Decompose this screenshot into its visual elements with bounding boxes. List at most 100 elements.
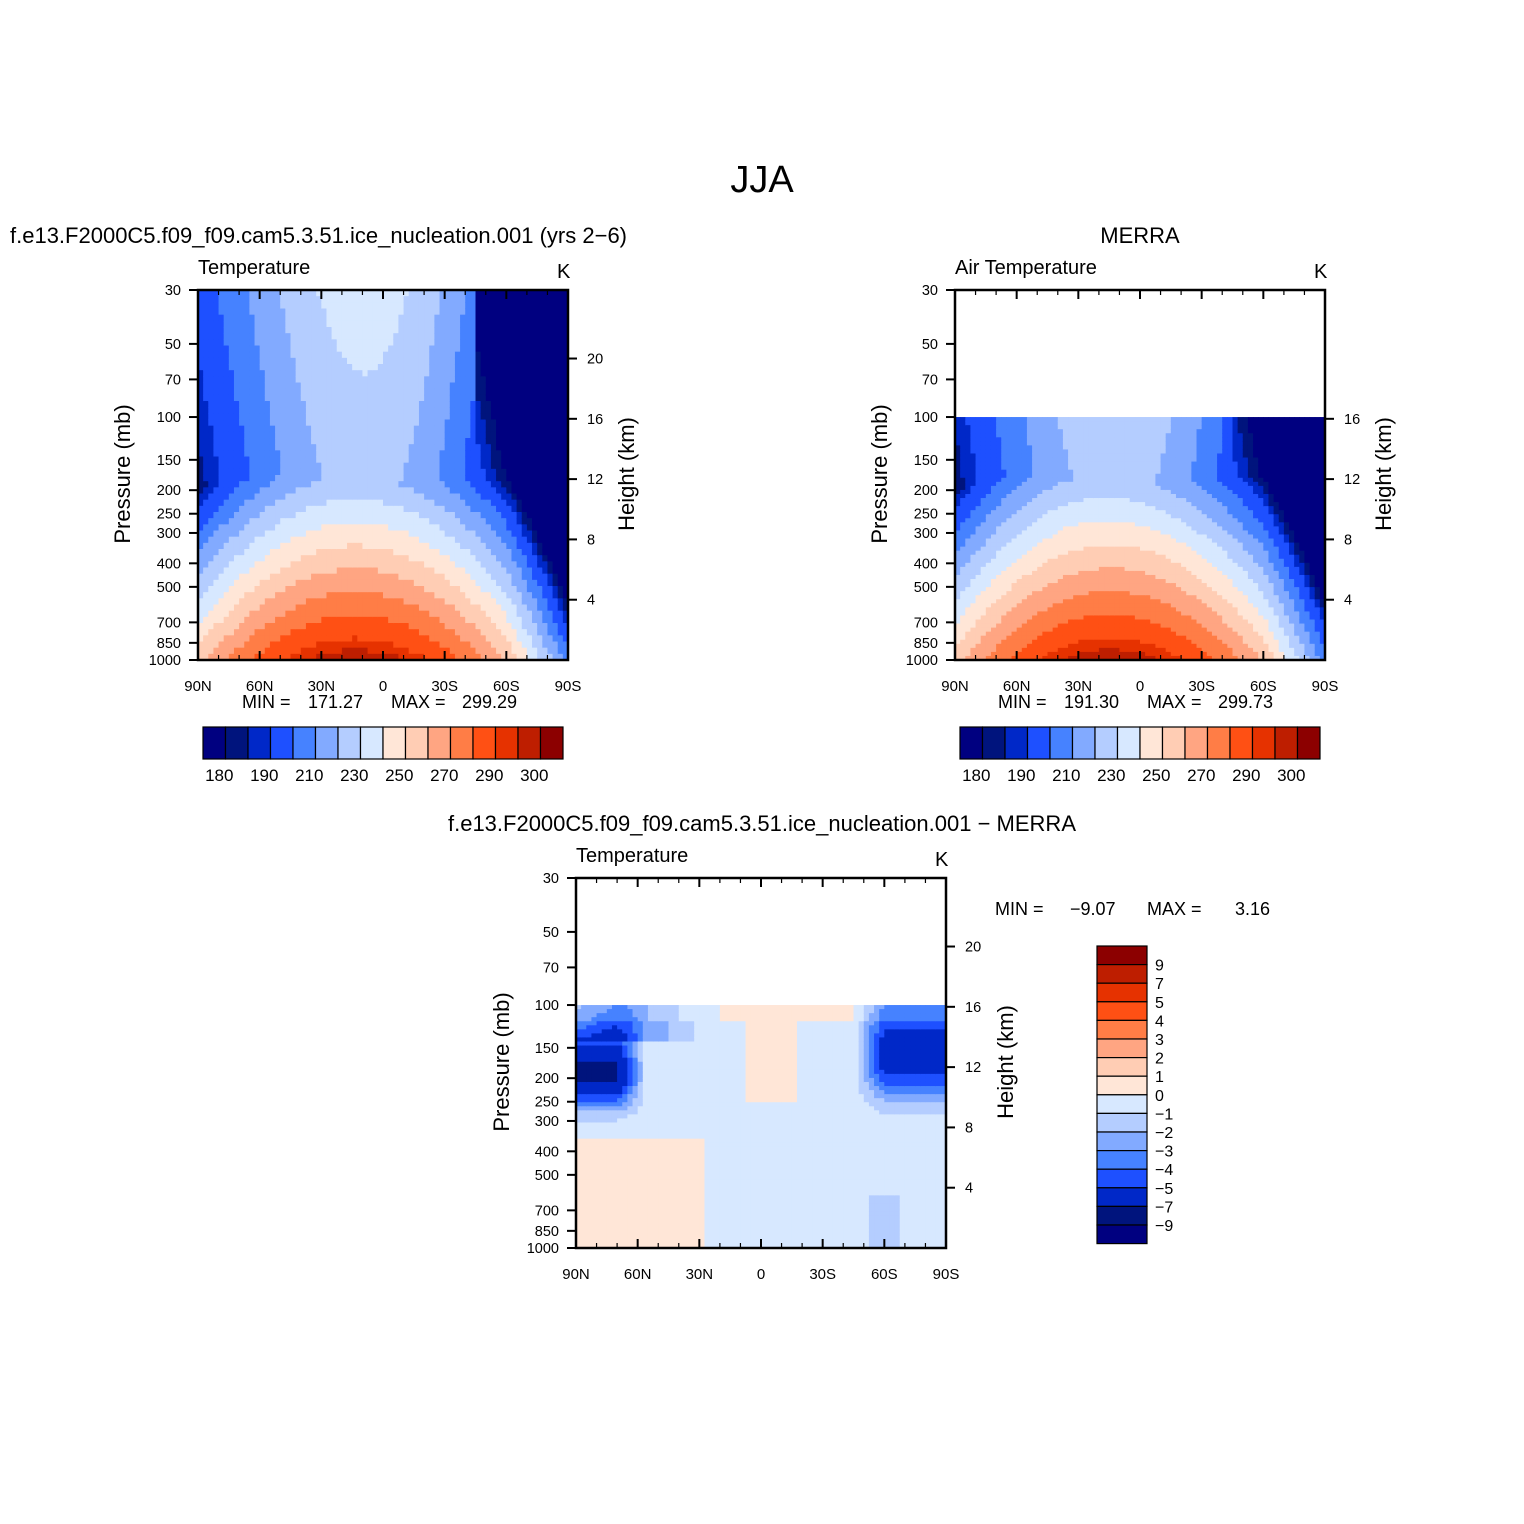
model-contour-cell <box>269 512 276 519</box>
model-contour-cell <box>496 641 502 649</box>
obs-contour-cell <box>960 647 966 653</box>
model-contour-cell <box>480 475 487 482</box>
model-contour-cell <box>290 296 297 303</box>
model-contour-cell <box>398 456 405 464</box>
model-contour-cell <box>429 345 435 353</box>
model-contour-cell <box>388 586 394 593</box>
panel-model: f.e13.F2000C5.f09_f09.cam5.3.51.ice_nucl… <box>10 223 639 785</box>
model-contour-cell <box>331 401 338 408</box>
model-contour-cell <box>424 376 430 384</box>
obs-contour-cell <box>965 607 972 613</box>
model-contour-cell <box>347 629 353 636</box>
model-contour-cell <box>526 549 533 556</box>
obs-contour-cell <box>970 623 977 629</box>
model-contour-cell <box>259 290 266 297</box>
model-contour-cell <box>362 512 369 519</box>
model-contour-cell <box>203 462 209 470</box>
model-contour-cell <box>347 364 353 371</box>
model-contour-cell <box>239 450 245 458</box>
model-contour-cell <box>326 635 333 643</box>
model-contour-cell <box>331 413 338 421</box>
model-contour-cell <box>511 296 518 303</box>
model-contour-cell <box>326 468 333 476</box>
model-contour-cell <box>331 579 338 587</box>
model-contour-cell <box>347 327 353 334</box>
model-contour-cell <box>511 530 518 538</box>
model-contour-cell <box>547 351 554 359</box>
model-contour-cell <box>542 450 549 458</box>
model-contour-cell <box>228 610 235 618</box>
model-contour-cell <box>316 296 322 303</box>
model-contour-cell <box>418 586 425 593</box>
model-contour-cell <box>208 425 215 433</box>
model-contour-cell <box>475 456 482 464</box>
model-contour-cell <box>228 462 235 470</box>
model-contour-cell <box>311 450 317 458</box>
model-contour-cell <box>532 314 538 322</box>
model-contour-cell <box>485 481 492 488</box>
model-contour-cell <box>542 339 549 347</box>
model-contour-cell <box>295 647 302 655</box>
model-contour-cell <box>336 475 343 482</box>
model-contour-cell <box>496 512 502 519</box>
model-contour-cell <box>233 610 240 618</box>
model-contour-cell <box>213 647 220 655</box>
model-contour-cell <box>295 468 302 476</box>
model-contour-cell <box>557 339 564 347</box>
model-contour-cell <box>280 444 286 451</box>
model-contour-cell <box>264 555 271 562</box>
model-contour-cell <box>393 357 400 365</box>
model-contour-cell <box>321 431 328 439</box>
model-contour-cell <box>367 345 374 353</box>
model-contour-cell <box>398 616 405 624</box>
model-contour-cell <box>542 567 549 575</box>
obs-contour-cell <box>960 493 966 499</box>
model-contour-cell <box>213 320 220 328</box>
model-contour-cell <box>388 493 394 501</box>
model-contour-cell <box>470 592 477 599</box>
model-contour-cell <box>295 290 302 297</box>
model-contour-cell <box>213 345 220 353</box>
obs-contour-cell <box>975 530 982 536</box>
obs-contour-cell <box>965 445 972 451</box>
model-contour-cell <box>269 647 276 655</box>
model-contour-cell <box>429 407 435 414</box>
model-contour-cell <box>490 512 497 519</box>
model-contour-cell <box>475 475 482 482</box>
model-contour-cell <box>300 604 307 612</box>
model-contour-cell <box>203 364 209 371</box>
model-contour-cell <box>449 561 456 569</box>
model-contour-cell <box>347 413 353 421</box>
model-contour-cell <box>383 394 389 402</box>
obs-contour-cell <box>970 445 977 451</box>
model-contour-cell <box>341 438 348 445</box>
model-contour-cell <box>516 413 523 421</box>
model-contour-cell <box>285 351 292 359</box>
obs-contour-cell <box>990 611 997 617</box>
model-contour-cell <box>532 505 538 513</box>
model-contour-cell <box>316 468 322 476</box>
model-min-label: MIN = <box>242 692 291 712</box>
model-contour-cell <box>506 586 513 593</box>
model-contour-cell <box>403 339 410 347</box>
model-contour-cell <box>537 320 543 328</box>
model-contour-cell <box>336 419 343 427</box>
model-contour-cell <box>228 388 235 396</box>
obs-contour-cell <box>960 587 966 592</box>
model-contour-cell <box>341 345 348 353</box>
obs-contour-cell <box>965 566 972 572</box>
model-contour-cell <box>480 388 487 396</box>
model-contour-cell <box>542 549 549 556</box>
model-contour-cell <box>290 444 297 451</box>
model-contour-cell <box>311 376 317 384</box>
model-contour-cell <box>213 296 220 303</box>
model-contour-cell <box>295 450 302 458</box>
model-contour-cell <box>506 610 513 618</box>
model-contour-cell <box>362 579 369 587</box>
model-contour-cell <box>547 493 554 501</box>
model-contour-cell <box>547 290 554 297</box>
model-contour-cell <box>295 425 302 433</box>
model-contour-cell <box>213 542 220 550</box>
model-contour-cell <box>377 567 384 575</box>
model-contour-cell <box>393 579 400 587</box>
